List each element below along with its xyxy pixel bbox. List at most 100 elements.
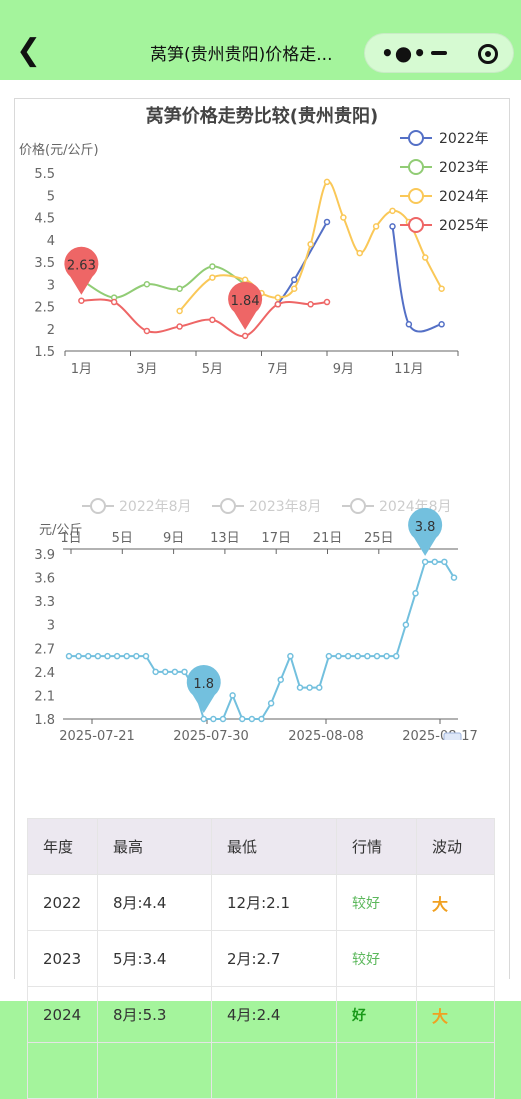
data-zoom-slider[interactable] <box>69 732 462 740</box>
data-point <box>258 715 265 723</box>
table-row: 2023 5月:3.4 2月:2.7 较好 <box>27 930 495 987</box>
data-point <box>181 668 188 676</box>
legend-symbol <box>350 498 366 514</box>
cell-trend: 较好 <box>336 930 417 987</box>
price-summary-table: 年度 最高 最低 行情 波动 2022 8月:4.4 12月:2.1 较好 大 … <box>27 818 495 1099</box>
data-point <box>291 276 298 284</box>
y-tick-label: 1.5 <box>34 345 55 360</box>
series-line <box>277 221 328 305</box>
cell-swing: 大 <box>416 874 495 931</box>
chevron-left-icon[interactable]: ❮ <box>16 33 42 68</box>
y-tick-label: 2.1 <box>34 689 55 704</box>
x-tick-label: 1月 <box>71 362 92 377</box>
top-tick-label: 25日 <box>364 531 394 546</box>
data-point <box>176 285 183 292</box>
data-point <box>372 223 380 230</box>
data-point <box>296 684 304 691</box>
x-tick-label: 2025-07-21 <box>59 729 135 740</box>
data-point <box>450 574 458 581</box>
legend-item[interactable]: 2022年8月 <box>82 498 192 515</box>
x-tick-label: 2025-08-08 <box>288 729 364 740</box>
price-compare-chart: 莴笋价格走势比较(贵州贵阳) 价格(元/公斤) 1.5 2 2.5 3 3.5 4 4.5 5 5.… <box>19 105 489 377</box>
history-marker: 1.8 <box>186 665 221 713</box>
data-point <box>209 263 216 270</box>
marker-label: 1.8 <box>193 677 214 692</box>
table-header-row: 年度 最高 最低 行情 波动 <box>27 818 495 875</box>
y-tick-label: 3.3 <box>34 595 55 610</box>
data-point <box>306 684 313 691</box>
more-dots-icon[interactable]: •●• <box>381 41 428 65</box>
cell-high: 5月:3.4 <box>97 930 212 987</box>
data-point <box>421 558 429 566</box>
x-tick-label: 2025-07-30 <box>173 729 249 740</box>
legend-item[interactable]: 2023年8月 <box>212 498 322 515</box>
x-tick-label: 5月 <box>202 362 223 377</box>
data-point <box>307 240 314 248</box>
marker-pin <box>186 665 221 713</box>
legend-label: 2022年 <box>439 131 489 147</box>
data-point <box>176 323 183 330</box>
y-tick-label: 5.5 <box>34 167 55 182</box>
data-point <box>412 590 419 597</box>
data-point <box>200 715 207 723</box>
legend-label: 2023年8月 <box>249 499 322 515</box>
top-tick-label: 1日 <box>60 531 81 546</box>
cell-year: 2024 <box>27 986 98 1043</box>
cell-year: 2023 <box>27 930 98 987</box>
top-tick-label: 13日 <box>210 531 240 546</box>
data-point <box>431 558 438 566</box>
data-point <box>123 652 130 660</box>
data-point <box>356 249 363 257</box>
price-marker: 1.84 <box>228 281 263 330</box>
data-point <box>209 274 216 281</box>
data-point <box>405 321 413 328</box>
minimize-icon[interactable] <box>431 51 447 55</box>
header-swing: 波动 <box>416 818 495 875</box>
zoom-handle[interactable] <box>443 732 462 740</box>
data-point <box>104 652 111 660</box>
legend-symbol <box>408 130 424 146</box>
navbar: ❮ 莴笋(贵州贵阳)价格走... •●• <box>0 0 521 80</box>
cell-swing <box>416 930 495 987</box>
y-tick-label: 2.4 <box>34 666 55 681</box>
data-point <box>335 652 342 660</box>
data-point <box>364 652 371 660</box>
data-point <box>340 214 347 221</box>
data-point <box>75 652 82 660</box>
cell-low: 4月:2.4 <box>211 986 337 1043</box>
y-tick-label: 3.5 <box>34 256 55 271</box>
target-close-icon[interactable] <box>478 44 498 64</box>
top-tick-label: 17日 <box>261 531 291 546</box>
legend-item[interactable]: 2025年 <box>400 217 489 234</box>
data-point <box>393 652 400 660</box>
y-tick-label: 1.8 <box>34 713 55 728</box>
y-axis-label: 价格(元/公斤) <box>19 142 99 158</box>
data-point <box>241 276 249 284</box>
content-area: 莴笋价格走势比较(贵州贵阳) 价格(元/公斤) 1.5 2 2.5 3 3.5 4 4.5 5 5.… <box>0 80 521 1099</box>
top-tick-label: 5日 <box>112 531 133 546</box>
data-point <box>241 332 249 340</box>
cell-trend: 较好 <box>336 874 417 931</box>
series-line <box>391 226 442 333</box>
data-point <box>274 301 282 308</box>
data-point <box>354 652 361 660</box>
data-point <box>171 668 179 676</box>
legend-item[interactable]: 2023年 <box>400 159 489 176</box>
data-point <box>209 316 216 324</box>
marker-pin <box>408 507 443 556</box>
legend-symbol <box>408 159 424 175</box>
marker-label: 2.63 <box>67 259 96 274</box>
table-row <box>27 1042 495 1099</box>
data-point <box>162 668 169 676</box>
data-point <box>373 652 381 660</box>
history-marker: 3.8 <box>408 507 443 556</box>
data-point <box>152 668 159 676</box>
legend-item[interactable]: 2024年 <box>400 188 489 205</box>
data-point <box>291 285 298 292</box>
header-high: 最高 <box>97 818 212 875</box>
cell-swing: 大 <box>416 986 495 1043</box>
legend-item[interactable]: 2022年 <box>400 130 489 147</box>
marker-pin <box>64 246 99 295</box>
data-point <box>323 178 331 186</box>
